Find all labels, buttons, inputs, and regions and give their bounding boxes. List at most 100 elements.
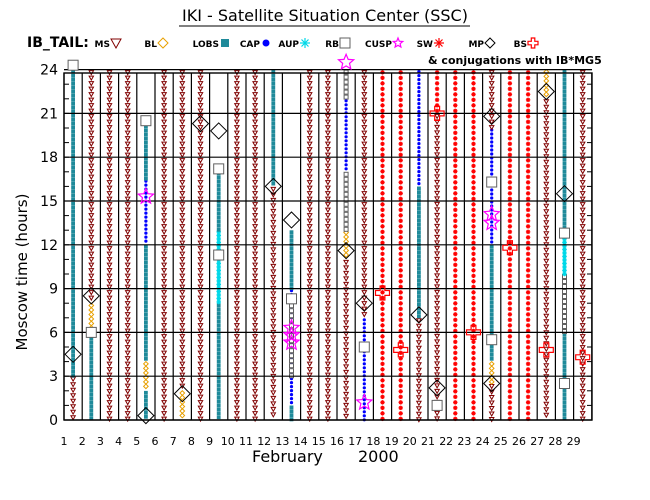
mark-lobs-shape [271,93,276,98]
mark-sw-stroke-3 [453,273,458,278]
mark-ms [106,75,113,82]
mark-sw [471,279,476,284]
mark-lobs-shape [271,121,276,126]
mark-lobs-shape [71,129,75,134]
mark-ms [179,301,186,307]
mark-ms-shape [88,169,95,175]
mark-cap [417,153,421,158]
mark-ms [306,103,313,109]
mark-ms-shape [361,141,368,148]
mark-ms [161,213,168,219]
mark-sw-stroke-3 [507,81,512,86]
mark-ms [543,187,550,193]
mark-sw-stroke-3 [380,334,385,339]
mark-ms-shape [488,108,495,115]
mark-lobs [489,284,494,289]
mark-ms [197,306,204,313]
mark-ms [252,86,259,93]
mark-sw [507,405,513,411]
mark-ms-shape [124,411,131,417]
mark-sw [525,202,531,207]
mark-sw [453,317,458,323]
mark-ms [361,213,368,219]
mark-ms-shape [106,268,113,274]
mark-ms-shape [161,295,168,302]
mark-ms [197,378,204,384]
mark-ms [161,240,168,247]
mark-ms-shape [270,324,277,330]
mark-sw-stroke-3 [380,378,385,383]
mark-ms-shape [343,402,350,409]
mark-sw [507,125,513,130]
mark-ms [434,355,441,362]
mark-sw-stroke-3 [526,345,531,350]
legend-label-ms: MS [95,40,110,50]
mark-lobs [289,409,294,414]
mark-cap-shape [417,89,421,94]
mark-cap [362,338,366,342]
mark-ms [415,389,422,396]
mark-lobs [71,333,75,338]
mark-ms-shape [488,114,495,120]
mark-sw-stroke-3 [380,383,385,388]
mark-sw [398,394,403,400]
mark-lobs-shape [89,352,94,357]
mark-sw-stroke-3 [453,400,458,405]
mark-lobs-shape [71,321,75,326]
mark-lobs [489,292,494,297]
mark-cap-shape [289,392,294,397]
mark-ms-shape [161,356,168,362]
mark-sw [398,301,403,306]
mark-ms [434,218,441,224]
mark-ms [543,209,550,215]
mark-ms-shape [324,152,331,159]
mark-ms-shape [233,372,240,379]
mark-cap-shape [144,239,148,243]
mark-ms [324,328,331,335]
mark-sw-stroke-3 [507,273,512,278]
mark-ms [252,114,259,120]
mark-cap-shape [344,163,348,167]
mark-lobs [271,93,276,98]
mark-sw [380,389,385,394]
mark-sw [398,361,403,367]
mark-sw [471,136,476,141]
mark-sw [507,312,513,317]
legend-symbol-lobs [221,39,229,47]
mark-sw [471,350,476,356]
mark-ms [252,306,259,313]
mark-ms-shape [543,203,550,210]
mark-sw-stroke-3 [471,301,476,306]
mark-lobs-shape [144,144,148,149]
mark-lobs [417,202,421,207]
mark-ms-shape [324,378,331,384]
mark-lobs [71,233,75,238]
mark-ms [124,86,131,93]
mark-ms [252,136,259,142]
mark-lobs [216,227,221,232]
mark-ms-shape [543,165,550,171]
mark-lobs [71,85,75,90]
mark-sw-stroke-3 [453,196,458,201]
mark-ms [161,345,168,351]
mark-ms [488,405,495,412]
mark-ms-shape [252,86,259,93]
mark-cap [362,382,366,386]
mark-ms-shape [543,159,550,166]
mark-ms [434,322,441,329]
mark-ms-shape [124,240,131,247]
mark-ms-shape [161,350,168,357]
mark-ms-shape [124,141,131,148]
mark-ms-shape [197,312,204,318]
mark-ms [161,268,168,274]
mark-ms [179,273,186,280]
mark-lobs-shape [489,312,494,317]
mark-lobs-shape [489,352,494,357]
mark-ms [343,320,350,326]
mark-cap [417,157,421,162]
mark-ms [361,306,368,313]
region-lobs-day-1-1 [71,69,75,378]
mark-ms-shape [124,328,131,335]
mark-sw-stroke-3 [507,378,512,383]
mark-sw [398,229,403,235]
